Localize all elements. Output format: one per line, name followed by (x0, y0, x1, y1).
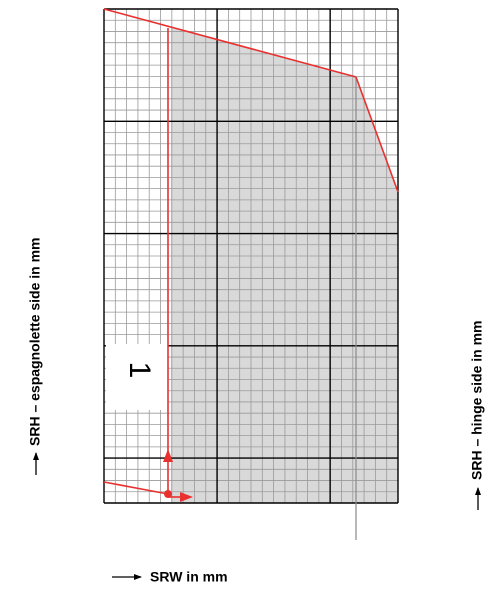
right-boundary-line (355, 76, 399, 193)
grid-minor-lines (104, 9, 398, 503)
up-arrow-icon (163, 449, 173, 462)
region-label: 1 (123, 362, 156, 379)
boundary-lines (103, 8, 399, 495)
lower-diagonal-line (103, 481, 169, 495)
right-arrow-icon (180, 492, 193, 502)
axis-right: SRH – hinge side in mm (469, 321, 485, 510)
top-boundary-line (103, 8, 357, 78)
axis-left-label: SRH – espagnolette side in mm (27, 238, 43, 447)
axis-left: SRH – espagnolette side in mm (27, 238, 43, 475)
axis-bottom: SRW in mm (112, 569, 228, 585)
label-background (106, 344, 168, 410)
axis-bottom-label: SRW in mm (150, 569, 228, 585)
origin-marker (163, 449, 193, 502)
axis-right-label: SRH – hinge side in mm (469, 321, 485, 480)
grid-major-lines (103, 8, 399, 504)
